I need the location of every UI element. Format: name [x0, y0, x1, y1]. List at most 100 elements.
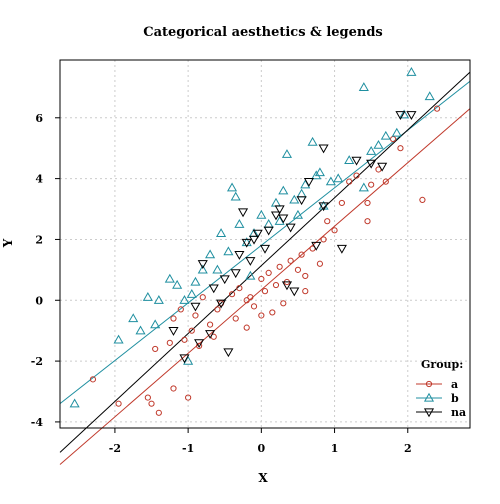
point-b: [172, 279, 183, 289]
point-a: [232, 315, 239, 322]
point-b: [311, 170, 322, 180]
point-a: [228, 291, 236, 298]
point-na: [259, 244, 271, 254]
point-a: [298, 251, 305, 258]
x-tick-label: -1: [182, 442, 194, 455]
point-b: [373, 139, 384, 149]
point-na: [395, 111, 406, 120]
point-b: [358, 82, 369, 92]
point-a: [324, 218, 331, 225]
point-na: [318, 202, 329, 212]
point-a: [280, 300, 287, 307]
point-a: [265, 269, 272, 276]
point-b: [234, 219, 245, 228]
point-b: [256, 209, 267, 219]
point-b: [212, 264, 223, 274]
point-b: [183, 355, 194, 365]
legend-label-a: a: [451, 378, 458, 391]
point-b: [197, 264, 208, 274]
point-b: [153, 295, 164, 304]
point-a: [199, 294, 206, 301]
point-b: [274, 215, 285, 225]
point-a: [433, 105, 441, 112]
point-b: [150, 319, 161, 329]
point-a: [185, 394, 192, 401]
point-b: [366, 146, 377, 155]
point-na: [296, 196, 307, 206]
point-a: [250, 303, 258, 310]
point-b: [278, 185, 289, 195]
point-na: [223, 348, 234, 358]
point-b: [186, 288, 197, 298]
point-b: [325, 176, 336, 186]
point-a: [148, 400, 155, 407]
point-a: [258, 312, 265, 319]
point-b: [179, 295, 190, 304]
point-a: [192, 312, 199, 319]
point-a: [177, 306, 184, 313]
point-na: [234, 250, 245, 260]
point-a: [276, 263, 283, 270]
point-b: [314, 167, 325, 177]
point-b: [205, 249, 216, 259]
y-tick-label: 0: [35, 294, 43, 307]
legend-label-b: b: [451, 392, 459, 405]
point-b: [230, 191, 241, 201]
y-axis-label: Y: [1, 238, 15, 248]
point-na: [336, 244, 347, 254]
point-a: [294, 266, 302, 273]
fit-lines: [59, 71, 471, 465]
point-b: [164, 273, 175, 283]
point-a: [155, 409, 162, 416]
point-a: [261, 288, 269, 295]
point-b: [289, 194, 300, 204]
point-na: [237, 208, 249, 218]
point-b: [307, 136, 318, 146]
point-a: [316, 260, 324, 267]
y-axis-ticks: -4 -2 0 2 4 6: [31, 112, 60, 429]
point-na: [230, 269, 241, 279]
point-b: [142, 292, 153, 301]
point-na: [245, 257, 256, 266]
point-a: [302, 288, 309, 295]
x-tick-label: 0: [258, 442, 266, 455]
point-na: [303, 178, 314, 187]
point-a: [206, 321, 214, 328]
point-b: [113, 334, 124, 344]
point-na: [190, 302, 201, 312]
point-na: [289, 287, 300, 297]
point-b: [69, 398, 80, 408]
point-na: [248, 235, 260, 245]
point-na: [285, 223, 296, 233]
point-b: [135, 325, 146, 335]
point-a: [390, 135, 397, 143]
point-na: [208, 284, 219, 294]
point-na: [318, 144, 329, 154]
point-b: [223, 246, 234, 256]
point-na: [278, 214, 289, 224]
point-a: [166, 339, 173, 346]
point-na: [406, 111, 417, 120]
point-a: [89, 376, 97, 383]
chart-title: Categorical aesthetics & legends: [143, 25, 383, 40]
point-a: [269, 309, 276, 316]
point-b: [424, 91, 435, 101]
point-a: [382, 178, 389, 185]
x-tick-label: -2: [109, 442, 121, 455]
point-a: [214, 306, 221, 313]
point-a: [419, 196, 426, 204]
point-b: [300, 179, 311, 189]
point-a: [338, 199, 345, 207]
y-tick-label: 6: [35, 112, 43, 125]
point-na: [351, 156, 362, 166]
point-a: [188, 327, 195, 334]
point-b: [226, 182, 238, 192]
point-a: [144, 394, 151, 401]
point-na: [377, 162, 388, 172]
point-na: [216, 299, 227, 309]
point-a: [364, 199, 371, 207]
point-a: [368, 181, 375, 188]
fit-line-a: [59, 108, 471, 465]
point-b: [241, 237, 252, 247]
